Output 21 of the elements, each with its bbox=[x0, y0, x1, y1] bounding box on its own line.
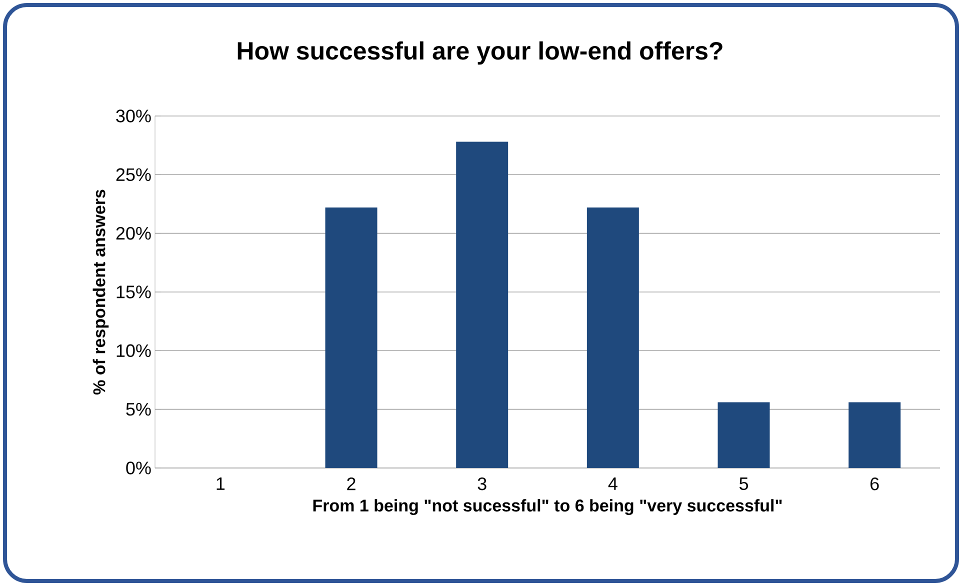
bar bbox=[586, 208, 639, 468]
x-tick-label: 2 bbox=[347, 478, 356, 490]
y-tick-label: 20% bbox=[116, 226, 151, 240]
y-axis-title: % of respondent answers bbox=[92, 190, 109, 395]
x-tick-label: 3 bbox=[478, 478, 486, 490]
x-axis-title: From 1 being "not sucessful" to 6 being "very successful" bbox=[313, 499, 782, 516]
bar bbox=[848, 402, 901, 468]
bar bbox=[718, 402, 770, 468]
x-tick-label: 1 bbox=[216, 478, 225, 490]
bar bbox=[325, 208, 378, 468]
chart-title: How successful are your low-end offers? bbox=[238, 41, 722, 65]
y-tick-label: 0% bbox=[126, 462, 151, 474]
y-tick-label: 10% bbox=[116, 344, 151, 358]
x-tick-label: 6 bbox=[870, 478, 879, 490]
y-tick-label: 15% bbox=[116, 286, 151, 298]
x-tick-label: 4 bbox=[608, 478, 618, 490]
y-tick-label: 30% bbox=[116, 110, 151, 122]
y-tick-label: 5% bbox=[126, 402, 151, 416]
x-tick-label: 5 bbox=[739, 478, 748, 490]
y-tick-label: 25% bbox=[116, 168, 151, 182]
bar bbox=[456, 142, 508, 468]
